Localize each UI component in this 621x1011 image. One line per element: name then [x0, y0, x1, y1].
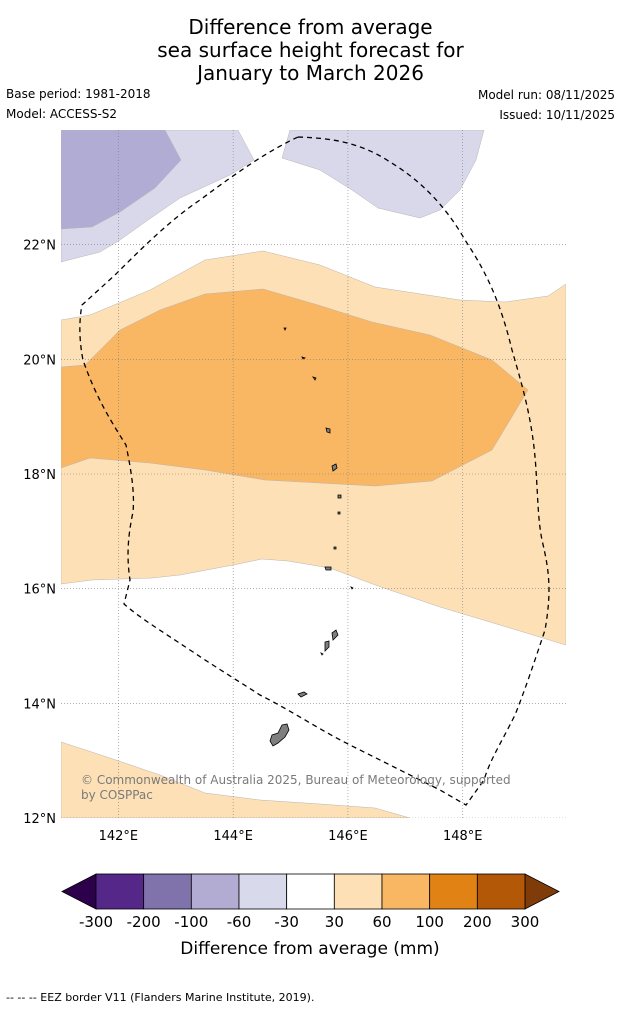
guguan-island — [337, 511, 341, 515]
graticule — [61, 130, 566, 818]
pagan-island — [331, 463, 338, 472]
alamagan-island — [337, 494, 342, 499]
axis-labels: 22°N 20°N 18°N 16°N 14°N 12°N 142°E 144°E 146°E 1… — [23, 239, 482, 844]
lat-tick-label-3: 16°N — [23, 583, 56, 598]
colorbar-tick-label-1: -200 — [127, 913, 161, 931]
anatahan-island — [324, 566, 332, 571]
saipan-island — [331, 629, 339, 641]
tinian-island — [324, 640, 330, 652]
aguijan-island — [320, 652, 324, 656]
farallon-de-medinilla-island — [350, 586, 354, 590]
colorbar-segment-2 — [190, 873, 240, 910]
colorbar-segment-7 — [429, 873, 478, 910]
contour-band-neg60-neg30-east — [281, 130, 485, 219]
colorbar-over-arrow — [524, 873, 560, 910]
chart-title: Difference from average sea surface heig… — [0, 16, 621, 85]
colorbar-tick-label-7: 100 — [415, 913, 444, 931]
lon-tick-label-3: 148°E — [443, 829, 483, 844]
title-line-1: Difference from average — [188, 15, 433, 39]
forecast-map: © Commonwealth of Australia 2025, Bureau… — [23, 130, 566, 959]
colorbar-segment-4 — [286, 873, 335, 910]
colorbar-tick-label-9: 300 — [511, 913, 540, 931]
maug-islands — [301, 356, 307, 360]
rota-island — [297, 691, 308, 698]
copyright-notice-cont: by COSPPac — [81, 788, 153, 802]
colorbar-tick-label-3: -60 — [227, 913, 252, 931]
colorbar-segment-1 — [143, 873, 192, 910]
colorbar-tick-label-5: 30 — [325, 913, 344, 931]
map-plot-area: © Commonwealth of Australia 2025, Bureau… — [61, 130, 566, 818]
model-label: Model: ACCESS-S2 — [6, 107, 118, 121]
model-run-label: Model run: 08/11/2025 — [477, 88, 615, 102]
colorbar-tick-label-8: 200 — [463, 913, 492, 931]
lon-tick-label-2: 146°E — [328, 829, 368, 844]
contour-band-60-100 — [61, 288, 529, 487]
colorbar-segment-8 — [476, 873, 526, 910]
colorbar-segment-5 — [333, 873, 383, 910]
colorbar-segment-6 — [381, 873, 431, 910]
issued-label: Issued: 10/11/2025 — [499, 108, 615, 122]
base-period-label: Base period: 1981-2018 — [6, 87, 151, 101]
lat-tick-label-2: 18°N — [23, 468, 56, 483]
lat-tick-label-5: 12°N — [23, 812, 56, 827]
colorbar-tick-label-4: -30 — [274, 913, 299, 931]
lat-tick-label-4: 14°N — [23, 697, 56, 712]
lat-tick-label-1: 20°N — [23, 353, 56, 368]
colorbar-segment-3 — [238, 873, 288, 910]
islands — [269, 327, 354, 747]
colorbar-segment-0 — [95, 873, 145, 910]
colorbar-tick-label-6: 60 — [372, 913, 391, 931]
eez-legend: -- -- -- EEZ border V11 (Flanders Marine… — [6, 991, 315, 1004]
colorbar-under-arrow — [61, 873, 97, 910]
colorbar-tick-label-2: -100 — [174, 913, 208, 931]
farallon-de-pajaros-island — [283, 327, 287, 331]
guam-island — [269, 723, 290, 747]
copyright-notice: © Commonwealth of Australia 2025, Bureau… — [81, 773, 511, 787]
title-line-3: January to March 2026 — [197, 61, 424, 85]
agrihan-island — [325, 427, 331, 434]
title-line-2: sea surface height forecast for — [157, 38, 464, 62]
contour-band-neg100-neg60 — [61, 130, 182, 230]
colorbar: -300 -200 -100 -60 -30 30 60 100 200 300 — [61, 873, 560, 931]
colorbar-label: Difference from average (mm) — [180, 939, 439, 959]
lon-tick-label-1: 144°E — [213, 829, 253, 844]
lat-tick-label-0: 22°N — [23, 239, 56, 254]
lon-tick-label-0: 142°E — [99, 829, 139, 844]
sarigan-island — [333, 546, 337, 550]
contour-band-30-60-south — [61, 741, 411, 818]
colorbar-tick-label-0: -300 — [79, 913, 113, 931]
asuncion-island — [312, 376, 317, 381]
